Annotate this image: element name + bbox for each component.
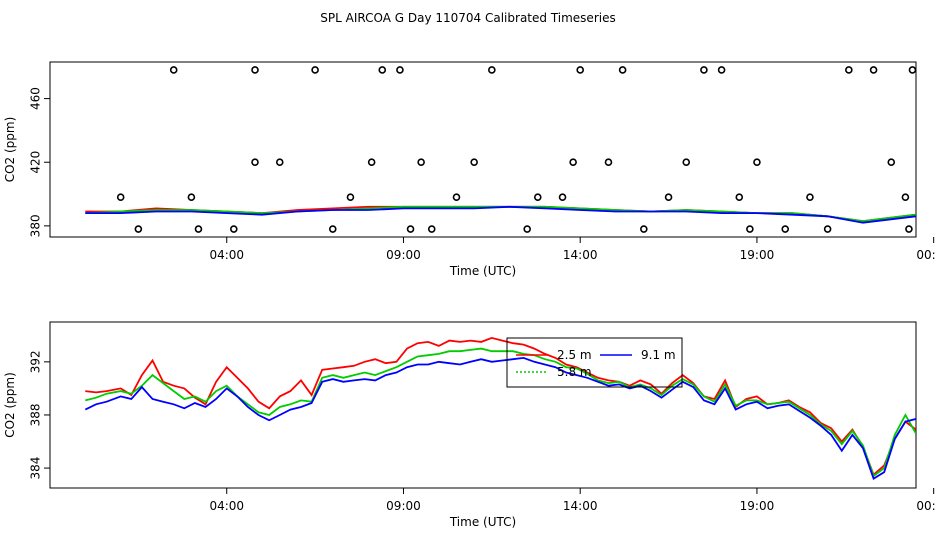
top-panel: 04:00 09:00 14:00 19:00 00:00 380 420 460 Time (… [3,61,936,278]
data-point [367,158,376,167]
y-tick-label: 420 [29,151,43,174]
data-point [230,225,238,233]
series-line [85,205,916,224]
data-point [618,66,627,74]
data-point [470,158,478,167]
data-point [901,193,910,202]
y-tick-label: 384 [29,457,43,480]
x-tick-label: 00:00 [916,499,936,513]
chart-title: SPL AIRCOA G Day 110704 Calibrated Times… [320,11,615,25]
data-point [396,66,404,74]
data-point [378,66,387,74]
bottom-panel: 04:00 09:00 14:00 19:00 00:00 384 388 392 Time (… [3,321,936,529]
data-point [604,158,613,167]
data-point [134,225,143,233]
data-point [417,158,425,167]
x-tick-label: 04:00 [209,499,244,513]
y-axis-title: CO2 (ppm) [3,372,17,438]
data-point [845,66,853,74]
x-tick-label: 19:00 [740,248,775,262]
data-point [169,66,178,74]
x-tick-label: 09:00 [386,248,421,262]
data-point [717,66,726,74]
data-point [406,225,415,233]
data-point [806,193,814,202]
data-point [488,66,496,74]
x-tick-label: 00:00 [916,248,936,262]
data-point [328,225,337,233]
legend-label: 9.1 m [641,348,676,362]
data-point [908,66,917,74]
series-line [85,347,916,478]
data-point [753,158,761,167]
legend-label: 2.5 m [557,348,592,362]
data-point [869,66,878,74]
data-point [823,225,832,233]
legend-label: 5.8 m [557,365,592,379]
data-point [523,225,531,233]
data-point [700,66,708,74]
data-point [781,225,790,233]
data-point [251,158,259,167]
data-point [251,66,259,74]
x-tick-label: 09:00 [386,499,421,513]
y-axis-title: CO2 (ppm) [3,117,17,183]
data-point [664,193,673,202]
y-tick-label: 388 [29,404,43,427]
data-point [682,158,691,167]
y-tick-label: 380 [29,214,43,237]
data-point [187,193,196,202]
data-point [640,225,648,233]
x-axis-title: Time (UTC) [449,264,516,278]
data-point [311,66,319,74]
data-point [194,225,203,233]
plot-frame [49,61,917,238]
data-point [558,193,567,202]
data-point [452,193,461,202]
y-tick-label: 392 [29,350,43,373]
data-point [346,193,355,202]
legend: 2.5 m 9.1 m 5.8 m [506,337,683,388]
x-tick-label: 19:00 [740,499,775,513]
legend-box [506,337,683,388]
series-line [84,356,916,481]
data-point [569,158,577,167]
data-point [116,193,125,202]
data-point [576,66,585,74]
y-tick-label: 460 [29,87,43,110]
data-point [746,225,754,233]
data-point [735,193,744,202]
data-point [887,158,896,167]
plot-frame [49,321,917,489]
x-tick-label: 14:00 [563,499,598,513]
data-point [275,158,284,167]
data-point [427,225,436,233]
x-tick-label: 14:00 [563,248,598,262]
data-point [905,225,913,233]
data-point [533,193,542,202]
x-tick-label: 04:00 [209,248,244,262]
x-axis-title: Time (UTC) [449,515,516,529]
